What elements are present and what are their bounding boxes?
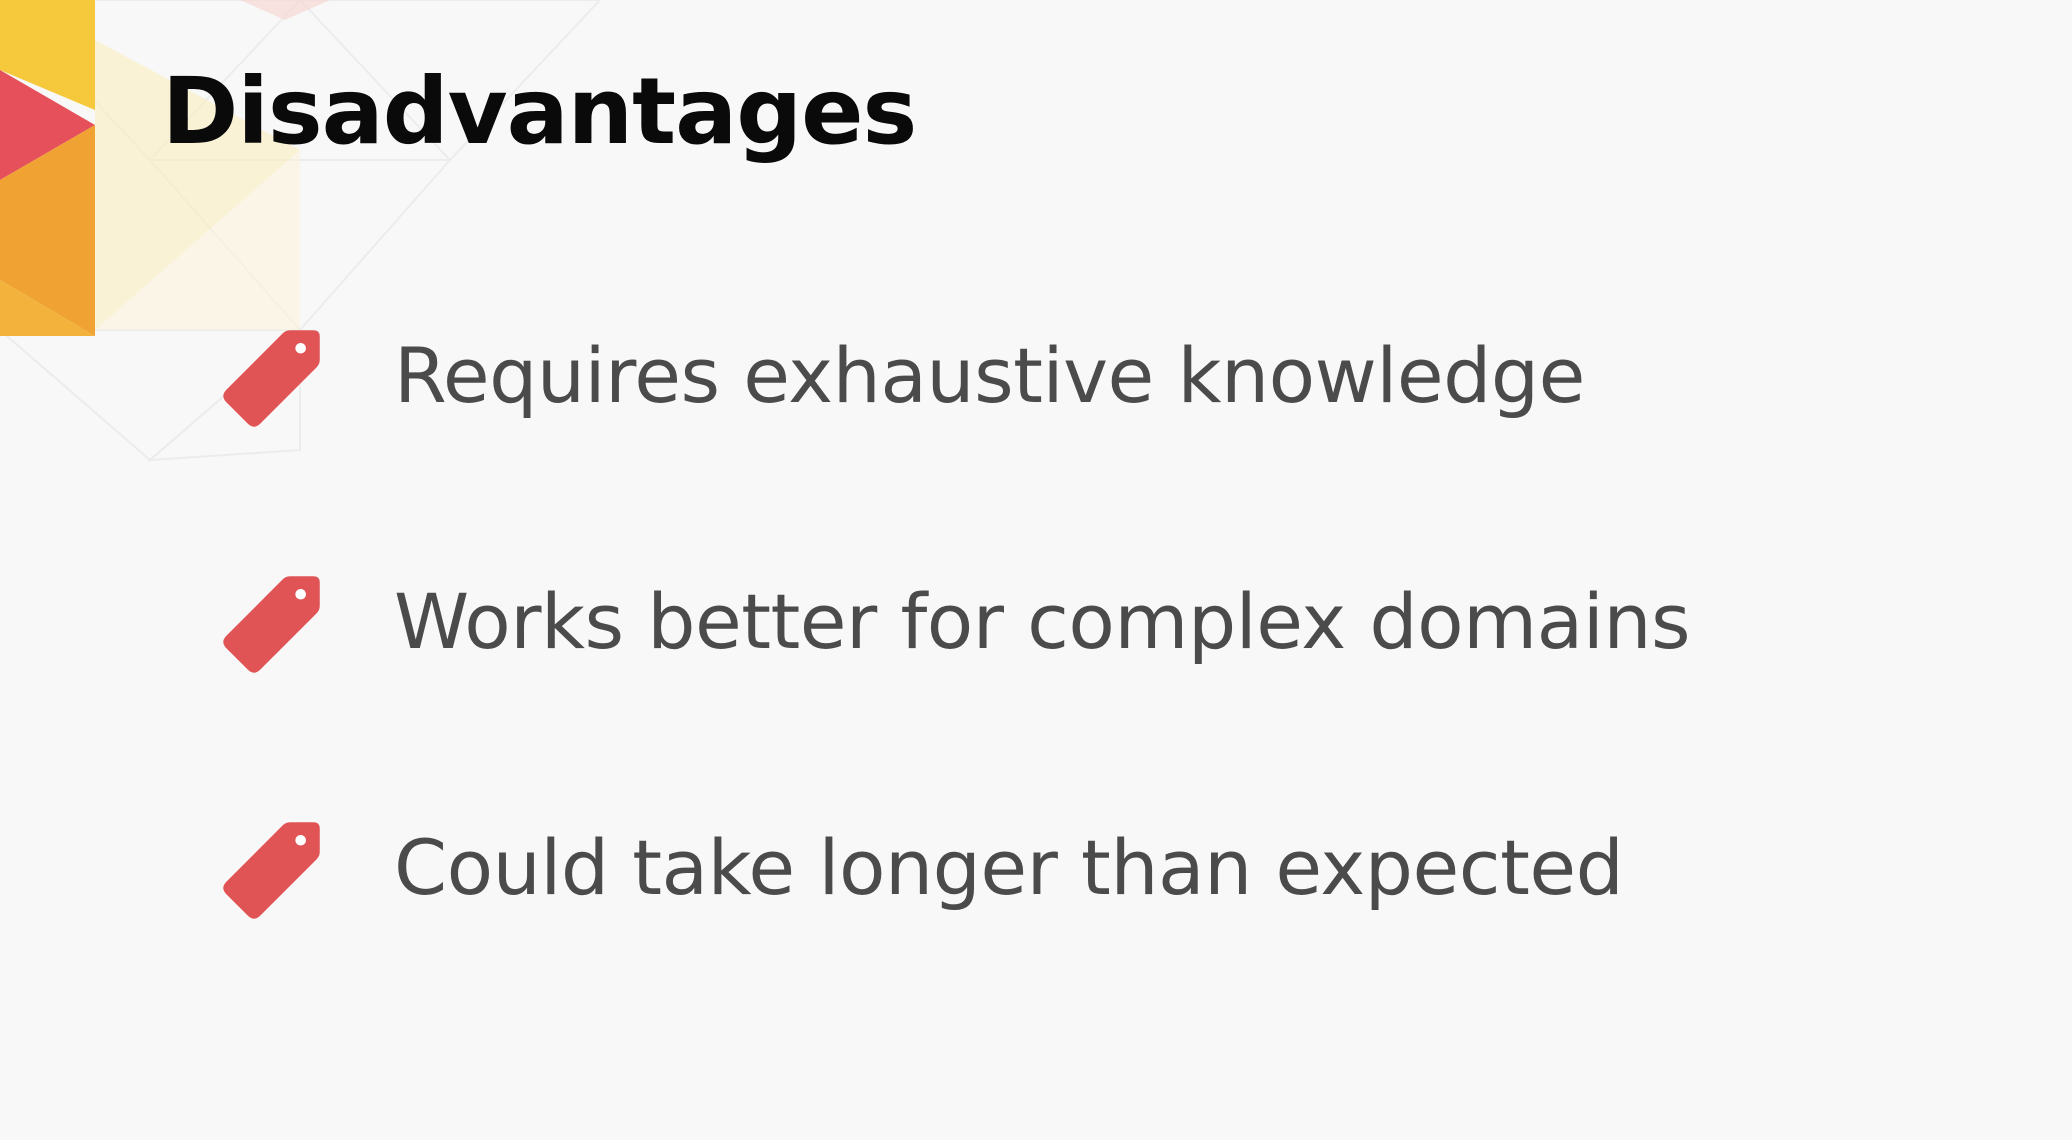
slide-title: Disadvantages	[162, 58, 917, 165]
bullet-item: Works better for complex domains	[218, 566, 1918, 676]
geometric-decoration	[0, 0, 602, 462]
tag-icon	[223, 576, 320, 673]
bullet-text: Requires exhaustive knowledge	[394, 331, 1585, 420]
bullet-text: Could take longer than expected	[394, 823, 1624, 912]
tag-icon	[223, 822, 320, 919]
bullet-item: Requires exhaustive knowledge	[218, 320, 1918, 430]
bullet-item: Could take longer than expected	[218, 812, 1918, 922]
bullet-text: Works better for complex domains	[394, 577, 1691, 666]
tag-icon	[223, 330, 320, 427]
